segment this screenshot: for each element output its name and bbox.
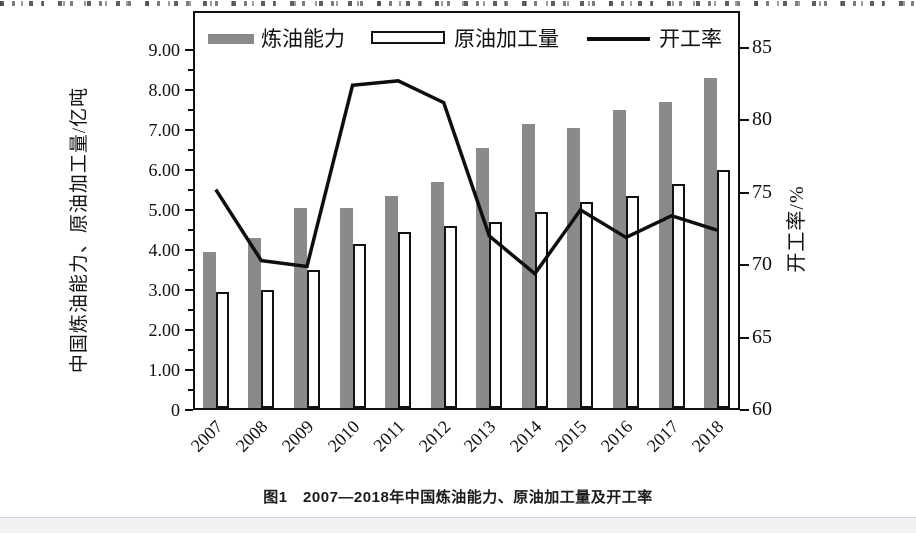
bar-refining-capacity-2018 — [704, 78, 718, 408]
bar-crude-throughput-2017 — [671, 184, 685, 408]
left-axis-tick — [185, 289, 193, 291]
bar-refining-capacity-2008 — [248, 238, 262, 408]
bar-refining-capacity-2014 — [521, 124, 535, 408]
right-axis-tick — [740, 264, 749, 266]
bar-refining-capacity-2017 — [658, 102, 672, 408]
bar-crude-throughput-2009 — [306, 270, 320, 408]
bar-refining-capacity-2015 — [567, 128, 581, 408]
bar-crude-throughput-2015 — [580, 202, 594, 408]
left-axis-tick-label: 6.00 — [148, 160, 181, 180]
left-axis-tick-label: 2.00 — [148, 320, 181, 340]
left-axis-tick — [185, 129, 193, 131]
page-footer-strip — [0, 517, 916, 533]
right-axis-tick — [740, 46, 749, 49]
right-axis-tick-label: 60 — [752, 398, 772, 420]
legend: 炼油能力 原油加工量 开工率 — [193, 13, 740, 57]
left-axis-tick-label: 3.00 — [148, 280, 181, 300]
left-axis-tick-label: 5.00 — [148, 200, 181, 220]
legend-label-capacity: 炼油能力 — [261, 27, 345, 51]
left-axis-tick-label: 1.00 — [148, 360, 181, 380]
figure-caption: 图1 2007—2018年中国炼油能力、原油加工量及开工率 — [263, 489, 653, 506]
left-axis-tick — [185, 409, 193, 411]
left-axis-tick — [185, 249, 193, 251]
left-axis-minor-tick — [188, 149, 193, 151]
bar-refining-capacity-2012 — [430, 182, 444, 408]
left-axis-tick-label: 4.00 — [148, 240, 181, 260]
left-axis-minor-tick — [188, 349, 193, 351]
legend-label-throughput: 原油加工量 — [454, 27, 559, 51]
right-axis-tick-label: 85 — [752, 35, 772, 58]
left-axis-tick — [185, 369, 193, 371]
right-axis-tick-label: 65 — [752, 325, 772, 348]
bar-crude-throughput-2014 — [534, 212, 548, 408]
bar-crude-throughput-2007 — [215, 292, 229, 408]
left-axis-minor-tick — [188, 229, 193, 231]
left-axis-tick-label: 8.00 — [148, 80, 181, 100]
left-axis-minor-tick — [188, 69, 193, 71]
left-axis-tick-label: 0 — [171, 400, 180, 420]
legend-utilization-line-icon — [587, 37, 650, 41]
left-axis-tick-label: 7.00 — [148, 120, 181, 140]
bar-crude-throughput-2008 — [261, 290, 275, 408]
right-axis-tick-label: 75 — [752, 180, 772, 203]
left-axis-tick — [185, 209, 193, 211]
bar-crude-throughput-2013 — [489, 222, 503, 408]
bar-refining-capacity-2009 — [293, 208, 307, 408]
left-axis-minor-tick — [188, 189, 193, 191]
right-axis-tick-label: 80 — [752, 108, 772, 130]
bar-refining-capacity-2013 — [476, 148, 490, 408]
right-axis-tick-label: 70 — [752, 253, 772, 275]
cropped-text-strip — [0, 1, 916, 6]
legend-capacity-swatch-icon — [208, 34, 254, 44]
bar-crude-throughput-2016 — [626, 196, 640, 408]
left-axis-minor-tick — [188, 109, 193, 111]
bar-crude-throughput-2018 — [717, 170, 731, 408]
right-axis-tick — [740, 409, 749, 411]
bar-refining-capacity-2016 — [613, 110, 627, 408]
bar-refining-capacity-2010 — [339, 208, 353, 408]
left-axis-tick — [185, 89, 193, 91]
right-axis-tick — [740, 191, 749, 194]
left-axis-minor-tick — [188, 269, 193, 271]
legend-throughput-swatch-icon — [371, 31, 445, 44]
right-axis-tick — [740, 336, 749, 339]
left-axis-tick — [185, 169, 193, 171]
left-axis-minor-tick — [188, 309, 193, 311]
right-axis-tick — [740, 119, 749, 121]
bar-crude-throughput-2010 — [352, 244, 366, 408]
bar-crude-throughput-2011 — [398, 232, 412, 408]
left-axis-tick-label: 9.00 — [148, 40, 181, 60]
left-axis-tick — [185, 329, 193, 331]
bar-crude-throughput-2012 — [443, 226, 457, 408]
bar-refining-capacity-2007 — [202, 252, 216, 408]
legend-label-utilization: 开工率 — [659, 27, 722, 51]
bar-refining-capacity-2011 — [385, 196, 399, 408]
left-axis-minor-tick — [188, 389, 193, 391]
left-axis-tick — [185, 49, 193, 51]
